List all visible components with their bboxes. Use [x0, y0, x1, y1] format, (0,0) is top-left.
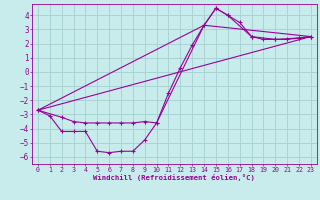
X-axis label: Windchill (Refroidissement éolien,°C): Windchill (Refroidissement éolien,°C)	[93, 174, 255, 181]
